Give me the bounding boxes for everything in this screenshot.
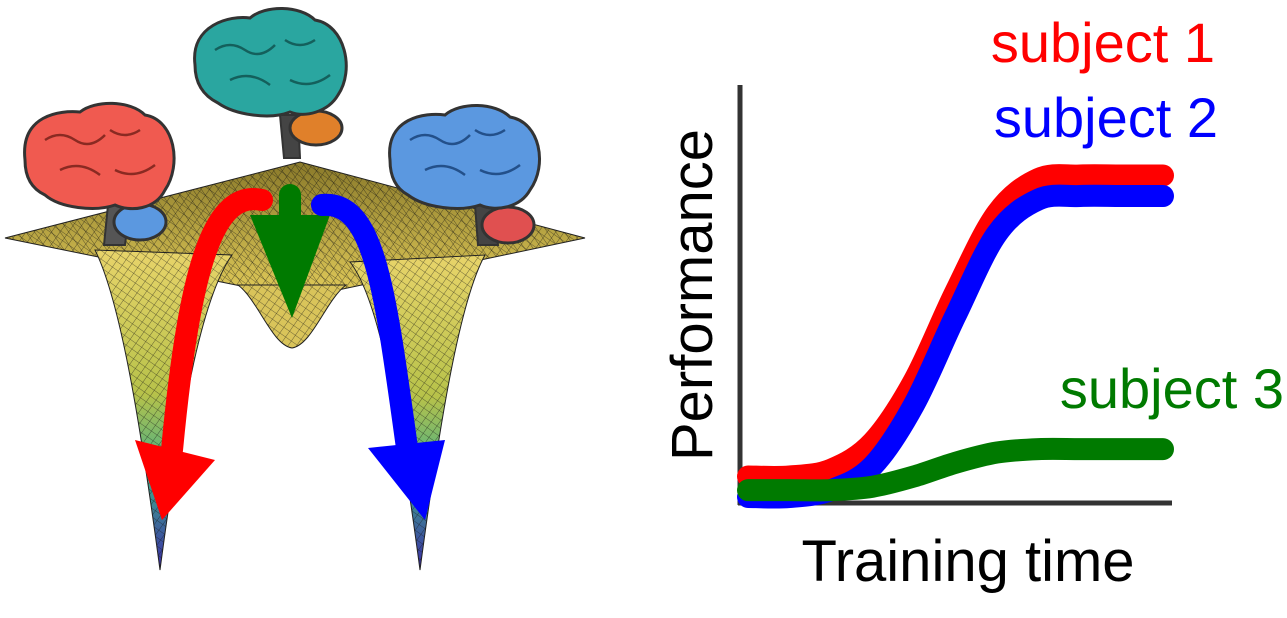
green-descent-arrow	[250, 184, 330, 318]
y-axis-label: Performance	[660, 129, 725, 461]
legend-subject-2: subject 2	[994, 86, 1218, 149]
brain-teal-icon	[193, 7, 348, 159]
performance-chart: Performance Training time subject 1 subj…	[660, 11, 1284, 594]
brain-blue-icon	[388, 104, 542, 246]
red-descent-arrow	[135, 188, 273, 520]
brain-red-icon	[23, 101, 176, 246]
series-layer	[737, 164, 1174, 509]
legend-subject-1: subject 1	[991, 11, 1215, 74]
series-line-3	[737, 437, 1174, 502]
blue-descent-arrow	[311, 193, 445, 520]
x-axis-label: Training time	[801, 529, 1134, 594]
legend-subject-3: subject 3	[1060, 357, 1284, 420]
